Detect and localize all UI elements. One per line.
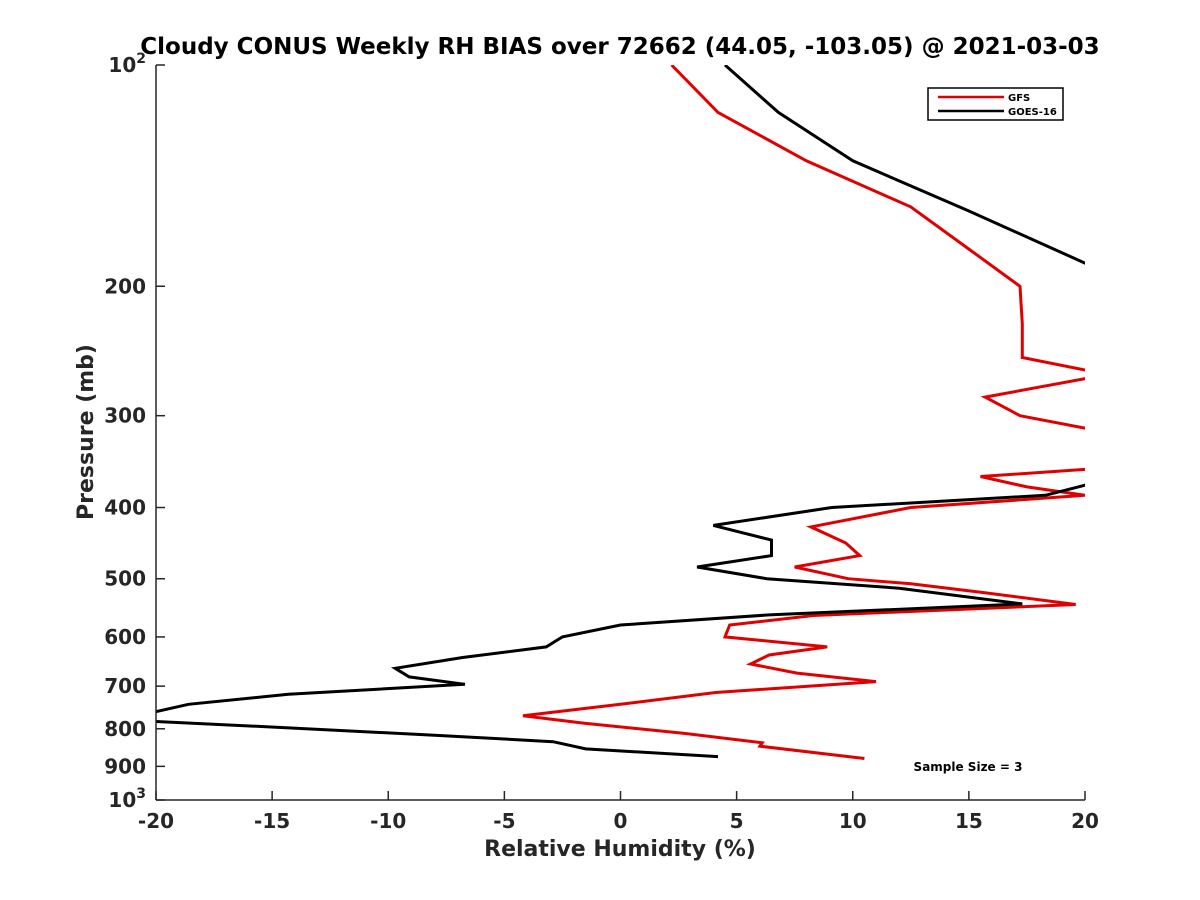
legend-box — [927, 87, 1064, 121]
axes-layer — [155, 64, 1086, 801]
chart-title: Cloudy CONUS Weekly RH BIAS over 72662 (… — [140, 34, 1099, 60]
x-tick-label: 10 — [839, 809, 867, 833]
y-tick-label: 500 — [104, 567, 146, 591]
x-tick-label: 20 — [1071, 809, 1099, 833]
y-tick-label: 103 — [108, 786, 146, 812]
y-tick-labels: 102 200 300 400 500 600 700 800 900 103 — [104, 51, 146, 812]
series-line-goes16 — [156, 65, 1085, 759]
y-tick-label: 800 — [104, 717, 146, 741]
y-tick-label: 400 — [104, 496, 146, 520]
x-tick-labels: -20 -15 -10 -5 0 5 10 15 20 — [138, 809, 1099, 833]
legend: GFS GOES-16 — [927, 87, 1064, 121]
y-tick-label: 200 — [104, 274, 146, 298]
y-tick-label: 102 — [108, 51, 146, 77]
legend-label-gfs: GFS — [1008, 93, 1030, 104]
y-axis-label: Pressure (mb) — [74, 344, 99, 520]
x-tick-label: 0 — [614, 809, 628, 833]
legend-label-goes16: GOES-16 — [1008, 107, 1057, 118]
series-line-gfs — [522, 65, 1085, 760]
sample-size-annotation: Sample Size = 3 — [914, 760, 1023, 774]
series-layer — [156, 65, 1085, 760]
x-tick-label: -5 — [493, 809, 515, 833]
y-tick-label: 700 — [104, 674, 146, 698]
x-axis-label: Relative Humidity (%) — [484, 837, 756, 862]
x-tick-label: 15 — [955, 809, 983, 833]
y-tick-label: 900 — [104, 754, 146, 778]
x-tick-label: -15 — [254, 809, 290, 833]
y-tick-label: 300 — [104, 404, 146, 428]
y-tick-label: 600 — [104, 625, 146, 649]
x-tick-label: 5 — [730, 809, 744, 833]
x-tick-label: -20 — [138, 809, 174, 833]
x-tick-label: -10 — [370, 809, 406, 833]
